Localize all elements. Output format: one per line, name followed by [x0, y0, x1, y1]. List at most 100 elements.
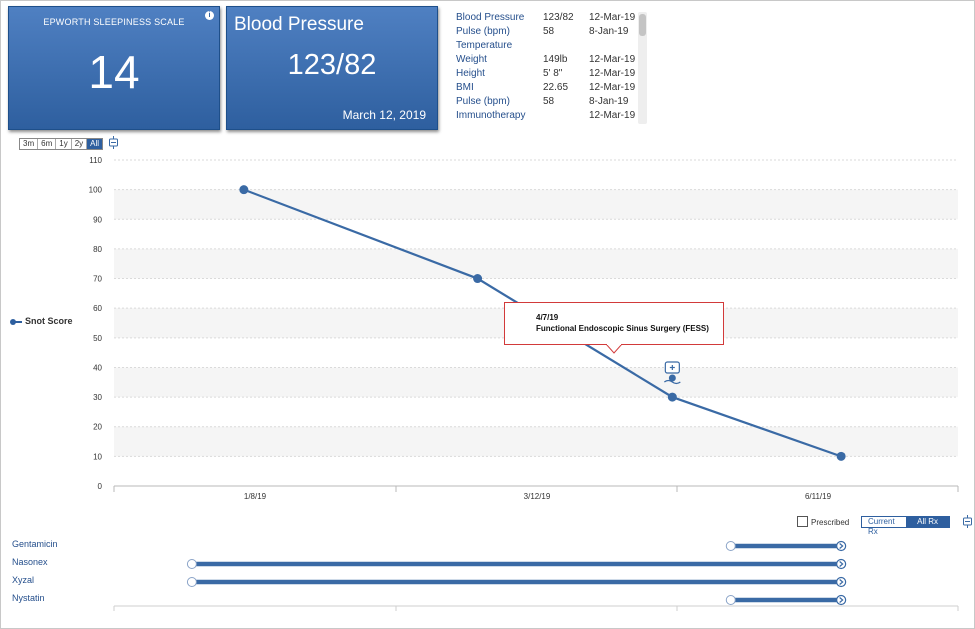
y-tick-label: 10 — [93, 452, 102, 461]
medication-start-marker — [186, 577, 197, 587]
bp-title: Blood Pressure — [234, 14, 364, 35]
vital-value: 58 — [543, 96, 555, 107]
current-rx-button[interactable]: Current Rx — [862, 517, 907, 536]
vitals-row[interactable]: BMI 22.65 12-Mar-19 — [456, 82, 636, 96]
medication-end-marker — [836, 576, 847, 588]
vital-value: 5' 8" — [543, 68, 563, 79]
vital-date: 8-Jan-19 — [589, 96, 629, 107]
vital-name: Blood Pressure — [456, 12, 525, 23]
range-button-active[interactable]: All — [87, 139, 103, 149]
grid-band — [114, 189, 958, 220]
vitals-row[interactable]: Pulse (bpm) 58 8-Jan-19 — [456, 96, 636, 110]
vital-name: Immunotherapy — [456, 110, 526, 121]
medication-start-marker — [725, 595, 736, 605]
prescribed-label: Prescribed — [811, 518, 850, 527]
vitals-row[interactable]: Height 5' 8" 12-Mar-19 — [456, 68, 636, 82]
medication-end-chevron-icon — [839, 579, 844, 585]
info-icon[interactable]: i — [205, 11, 214, 20]
vitals-scrollbar[interactable] — [638, 12, 647, 124]
vital-value: 58 — [543, 26, 555, 37]
medication-label[interactable]: Gentamicin — [12, 539, 58, 549]
y-tick-label: 0 — [98, 482, 103, 491]
data-point — [239, 185, 249, 195]
chart-axes: 0 10 20 30 40 50 60 70 80 90 100 110 1/8/19 3/12/19 6/… — [89, 156, 959, 501]
range-button[interactable]: 3m — [20, 139, 39, 149]
medication-end-chevron-icon — [839, 561, 844, 567]
vital-name: Pulse (bpm) — [456, 96, 510, 107]
ess-title: EPWORTH SLEEPINESS SCALE — [43, 17, 185, 27]
vitals-row[interactable]: Weight 149lb 12-Mar-19 — [456, 54, 636, 68]
vitals-row[interactable]: Pulse (bpm) 58 8-Jan-19 — [456, 26, 636, 40]
time-range-selector: 3m 6m 1y 2y All — [19, 138, 104, 150]
vital-name: Height — [456, 68, 485, 79]
surgery-icon — [663, 361, 681, 385]
medication-label[interactable]: Nystatin — [12, 593, 45, 603]
vitals-scrollbar-thumb[interactable] — [639, 14, 646, 36]
ess-value: 14 — [88, 46, 140, 98]
vitals-row[interactable]: Blood Pressure 123/82 12-Mar-19 — [456, 12, 636, 26]
rx-timeline — [113, 540, 959, 611]
vital-value: 123/82 — [543, 12, 574, 23]
y-tick-label: 50 — [93, 334, 102, 343]
range-button[interactable]: 1y — [56, 139, 72, 149]
zoom-slider-icon[interactable] — [108, 136, 119, 149]
medication-label[interactable]: Xyzal — [12, 575, 35, 585]
grid-band — [114, 248, 958, 279]
vitals-row[interactable]: Temperature — [456, 40, 636, 54]
y-tick-label: 20 — [93, 423, 102, 432]
vital-value: 149lb — [543, 54, 568, 65]
medication-start-marker — [725, 541, 736, 551]
medication-end-chevron-icon — [839, 597, 844, 603]
y-tick-label: 80 — [93, 245, 102, 254]
prescribed-checkbox[interactable] — [797, 516, 808, 527]
x-tick-label: 6/11/19 — [805, 492, 832, 501]
x-tick-label: 1/8/19 — [244, 492, 267, 501]
vital-name: Temperature — [456, 40, 513, 51]
epworth-sleepiness-card[interactable]: EPWORTH SLEEPINESS SCALE i 14 — [8, 6, 220, 130]
data-point — [667, 392, 677, 402]
medication-end-marker — [836, 558, 847, 570]
surgery-icon-wave — [663, 379, 681, 385]
vital-date: 12-Mar-19 — [589, 68, 636, 79]
vital-value: 22.65 — [543, 82, 569, 93]
vital-name: Pulse (bpm) — [456, 26, 510, 37]
rx-toggle: Current Rx All Rx — [861, 516, 950, 536]
data-point — [836, 451, 846, 461]
y-tick-label: 100 — [89, 186, 103, 195]
rx-zoom-slider-icon[interactable] — [962, 515, 973, 528]
callout-text: Functional Endoscopic Sinus Surgery (FES… — [536, 324, 709, 333]
legend-label: Snot Score — [25, 316, 73, 326]
bp-value: 123/82 — [287, 49, 377, 81]
chart-legend[interactable]: Snot Score — [10, 316, 73, 326]
y-tick-label: 30 — [93, 393, 102, 402]
range-button[interactable]: 6m — [38, 139, 57, 149]
vital-date: 12-Mar-19 — [589, 12, 636, 23]
x-tick-label: 3/12/19 — [524, 492, 551, 501]
chart-annotations — [663, 361, 681, 385]
callout-pointer — [606, 344, 622, 354]
y-tick-label: 70 — [93, 275, 102, 284]
y-tick-label: 110 — [89, 156, 102, 165]
y-tick-label: 90 — [93, 215, 102, 224]
range-button[interactable]: 2y — [71, 139, 88, 149]
vital-date: 12-Mar-19 — [589, 110, 636, 121]
vitals-row[interactable]: Immunotherapy 12-Mar-19 — [456, 110, 636, 124]
surgery-icon-head — [668, 374, 676, 382]
data-point — [473, 274, 483, 284]
medication-end-marker — [836, 540, 847, 552]
all-rx-button[interactable]: All Rx — [906, 517, 949, 527]
vitals-list: Blood Pressure 123/82 12-Mar-19 Pulse (b… — [456, 12, 644, 124]
medication-start-marker — [186, 559, 197, 569]
vital-name: Weight — [456, 54, 487, 65]
surgery-callout: 4/7/19 Functional Endoscopic Sinus Surge… — [504, 302, 724, 345]
vital-date: 8-Jan-19 — [589, 26, 629, 37]
y-tick-label: 40 — [93, 363, 102, 372]
medication-label[interactable]: Nasonex — [12, 557, 48, 567]
legend-marker — [10, 318, 16, 325]
vital-date: 12-Mar-19 — [589, 54, 636, 65]
medication-end-marker — [836, 594, 847, 606]
blood-pressure-card[interactable]: Blood Pressure 123/82 March 12, 2019 — [226, 6, 438, 130]
vital-date: 12-Mar-19 — [589, 82, 636, 93]
grid-band — [114, 426, 958, 457]
